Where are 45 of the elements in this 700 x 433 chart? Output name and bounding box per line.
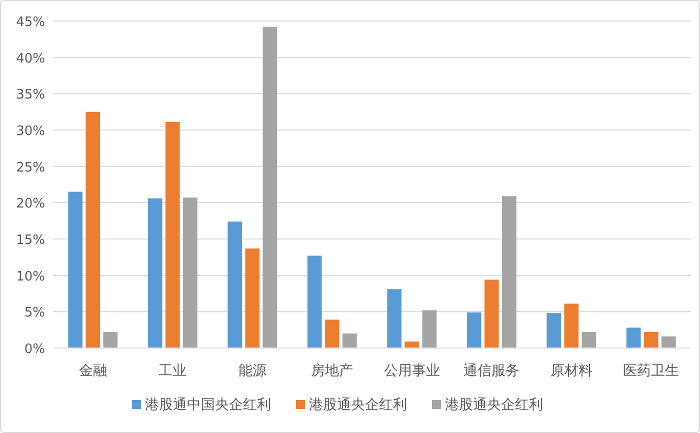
bar	[245, 248, 260, 348]
bar	[546, 313, 562, 348]
legend-label: 港股通央企红利	[309, 397, 407, 413]
legend-label: 港股通中国央企红利	[145, 397, 271, 413]
y-tick-label: 10%	[16, 269, 45, 284]
bar	[342, 333, 357, 348]
bar	[661, 336, 676, 348]
x-tick-label: 工业	[158, 363, 187, 379]
bar	[502, 196, 516, 348]
y-tick-label: 5%	[24, 306, 45, 321]
bar	[582, 332, 596, 348]
legend-label: 港股通央企红利	[445, 397, 543, 413]
x-tick-label: 能源	[238, 363, 266, 379]
bar	[182, 198, 198, 348]
bar	[404, 341, 420, 348]
bar	[262, 26, 278, 348]
bar	[626, 328, 641, 348]
bar	[387, 289, 402, 348]
bar	[466, 312, 482, 348]
bar	[103, 332, 118, 348]
x-tick-label: 金融	[78, 363, 107, 379]
bar	[484, 280, 499, 348]
bar	[86, 112, 100, 348]
x-tick-label: 通信服务	[464, 363, 520, 379]
y-tick-label: 15%	[16, 233, 45, 248]
bar	[307, 256, 322, 348]
y-tick-label: 30%	[16, 124, 45, 139]
y-tick-label: 35%	[16, 88, 45, 103]
x-tick-label: 原材料	[550, 363, 592, 379]
bar	[68, 192, 83, 348]
bar	[148, 198, 162, 348]
bar	[165, 122, 180, 348]
y-tick-label: 0%	[24, 342, 45, 357]
y-tick-label: 40%	[16, 51, 45, 66]
x-tick-label: 房地产	[311, 363, 354, 379]
y-tick-label: 45%	[16, 15, 45, 30]
bar	[228, 222, 242, 348]
y-tick-label: 20%	[16, 196, 45, 212]
x-tick-label: 医药卫生	[623, 363, 680, 379]
y-tick-label: 25%	[16, 160, 45, 176]
bar	[324, 320, 340, 348]
bar	[644, 332, 658, 348]
bar	[564, 304, 579, 348]
x-tick-label: 公用事业	[384, 363, 440, 379]
bar	[422, 310, 437, 348]
